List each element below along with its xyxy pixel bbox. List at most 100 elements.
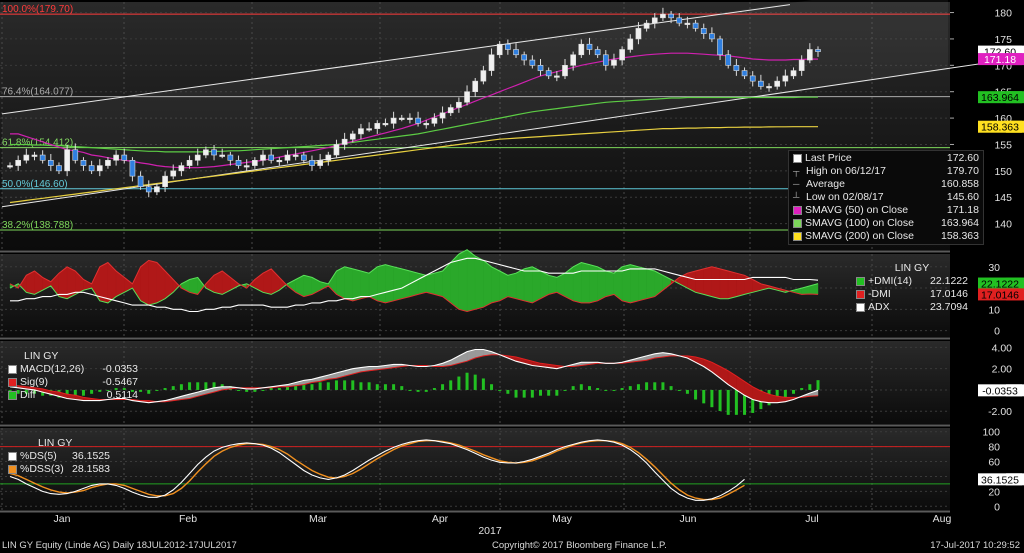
macd-diff-bar	[702, 389, 706, 404]
macd-diff-bar	[457, 376, 461, 390]
macd-diff-bar	[800, 388, 804, 390]
candle-body	[64, 149, 70, 172]
macd-diff-bar	[441, 384, 445, 390]
macd-diff-bar	[490, 384, 494, 390]
stoch-panel-bg	[0, 428, 950, 510]
macd-diff-bar	[383, 384, 387, 390]
price-legend-row: SMAVG (200) on Close 158.363	[793, 230, 979, 243]
macd-diff-bar	[400, 386, 404, 390]
x-tick-label: Aug	[933, 513, 952, 525]
legend-label: High on 06/12/17	[806, 165, 886, 177]
macd-diff-bar	[473, 374, 477, 390]
candle-body	[635, 28, 642, 40]
macd-diff-bar	[139, 389, 143, 392]
dmi-fill-segment	[728, 270, 737, 299]
legend-value: 36.1525	[72, 450, 110, 462]
footer-right: 17-Jul-2017 10:29:52	[930, 540, 1020, 551]
candle-body	[292, 154, 299, 157]
dmi-fill-segment	[719, 268, 729, 299]
macd-diff-bar	[392, 384, 396, 390]
macd-diff-bar	[547, 389, 551, 396]
candle-body	[178, 165, 185, 172]
macd-diff-bar	[188, 382, 192, 390]
candle-body	[692, 22, 699, 29]
candle-body	[562, 65, 568, 77]
macd-diff-bar	[710, 389, 714, 408]
macd-diff-bar	[816, 380, 820, 390]
candle-body	[317, 159, 323, 166]
macd-diff-bar	[285, 386, 289, 390]
fib-level-label: 61.8%(154.412)	[2, 138, 73, 149]
macd-diff-bar	[81, 389, 85, 396]
candle-body	[798, 59, 805, 71]
macd-diff-bar	[685, 389, 689, 394]
candle-body	[790, 70, 797, 77]
macd-diff-bar	[351, 380, 355, 390]
macd-tag: -0.0353	[982, 385, 1018, 397]
candle-body	[660, 13, 666, 19]
legend-value: 28.1583	[72, 463, 110, 475]
dmi-fill-segment	[434, 270, 443, 297]
candle-body	[325, 154, 332, 161]
price-tag-box	[978, 53, 1022, 66]
legend-label: %DSS(3)	[20, 463, 64, 475]
candle-body	[39, 154, 46, 161]
candle-body	[137, 175, 144, 187]
dmi-fill-segment	[597, 266, 606, 302]
sma50-line	[10, 52, 819, 169]
legend-value: 158.363	[941, 230, 979, 242]
candle-body	[366, 128, 372, 131]
axis-bg	[950, 0, 1024, 538]
dmi-fill-segment	[638, 266, 647, 302]
footer-left: LIN GY Equity (Linde AG) Daily 18JUL2012…	[2, 540, 237, 551]
macd-diff-bar	[343, 380, 347, 390]
candle-body	[154, 186, 160, 193]
candle-body	[284, 154, 291, 161]
macd-diff-bar	[253, 389, 257, 392]
macd-diff-bar	[408, 389, 412, 391]
candle-body	[186, 159, 193, 166]
dmi-tag: 17.0146	[981, 289, 1019, 301]
candle-body	[203, 149, 209, 156]
price-tag-box	[978, 91, 1022, 104]
dmi-tag-box	[978, 277, 1022, 290]
macd-diff-bar	[212, 382, 216, 390]
candle-body	[668, 13, 674, 19]
candle-body	[252, 159, 258, 166]
candle-body	[211, 149, 217, 156]
candle-body	[341, 138, 348, 145]
fib-level-label: 38.2%(138.788)	[2, 220, 73, 231]
candle-body	[684, 22, 691, 25]
macd-diff-bar	[294, 384, 298, 390]
trend-channel-upper	[1, 4, 791, 115]
candle-body	[521, 54, 528, 61]
candle-body	[815, 49, 821, 52]
candle-body	[243, 165, 250, 168]
macd-diff-bar	[16, 389, 20, 394]
macd-diff-bar	[645, 382, 649, 390]
candle-body	[105, 159, 111, 166]
candle-body	[709, 33, 715, 40]
price-legend-row: ─ Average 160.858	[793, 178, 979, 190]
macd-diff-bar	[334, 380, 338, 390]
fib-level-label: 100.0%(179.70)	[2, 4, 73, 15]
candle-body	[431, 117, 438, 124]
candle-body	[227, 154, 234, 161]
sma100-line	[10, 96, 818, 153]
x-tick-label: May	[552, 513, 573, 525]
candle-body	[529, 59, 536, 66]
macd-diff-bar	[432, 388, 436, 390]
candle-body	[358, 128, 364, 135]
dmi-legend: LIN GY +DMI(14) 22.1222 -DMI 17.0146 ADX 23…	[856, 262, 968, 314]
macd-diff-bar	[539, 389, 543, 396]
minus-dmi-line	[9, 259, 819, 313]
price-ytick-label: 175	[994, 34, 1012, 46]
legend-value: -0.5467	[102, 376, 138, 388]
candle-body	[260, 154, 266, 161]
plus-dmi-line	[9, 249, 819, 306]
macd-diff-bar	[718, 389, 722, 412]
macd-tag-box	[978, 384, 1022, 397]
legend-value: 0.5114	[106, 389, 138, 401]
candle-body	[717, 38, 723, 56]
dmi-ytick-label: 10	[988, 304, 1000, 316]
